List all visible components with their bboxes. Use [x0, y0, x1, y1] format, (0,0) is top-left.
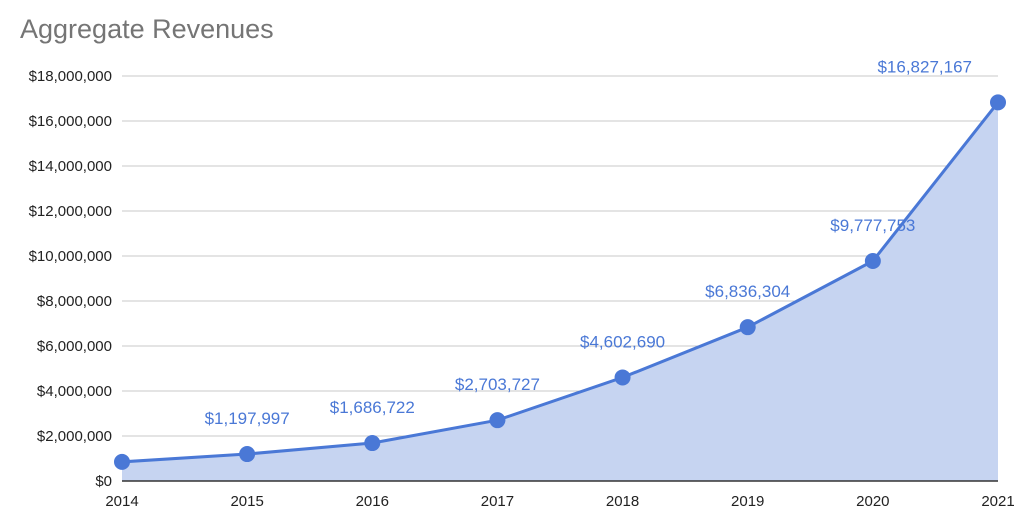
x-tick-label: 2020 — [856, 493, 889, 510]
y-tick-label: $18,000,000 — [29, 68, 112, 85]
y-tick-label: $6,000,000 — [37, 338, 112, 355]
y-tick-label: $10,000,000 — [29, 248, 112, 265]
data-point — [614, 369, 631, 386]
x-tick-label: 2015 — [230, 493, 263, 510]
data-point — [990, 94, 1006, 111]
x-tick-label: 2014 — [105, 493, 138, 510]
x-tick-label: 2021 — [981, 493, 1014, 510]
y-tick-label: $12,000,000 — [29, 203, 112, 220]
x-tick-label: 2019 — [731, 493, 764, 510]
x-tick-label: 2017 — [481, 493, 514, 510]
data-label: $2,703,727 — [455, 375, 540, 394]
data-point — [364, 435, 381, 452]
y-axis-ticks: $0 $2,000,000 $4,000,000 $6,000,000 $8,000,0… — [29, 68, 112, 490]
data-labels: $1,197,997 $1,686,722 $2,703,727 $4,602,690… — [205, 57, 972, 428]
y-tick-label: $8,000,000 — [37, 293, 112, 310]
x-tick-label: 2018 — [606, 493, 639, 510]
y-tick-label: $2,000,000 — [37, 428, 112, 445]
x-axis-ticks: 2014 2015 2016 2017 2018 2019 2020 2021 — [105, 493, 1014, 510]
y-tick-label: $0 — [95, 473, 112, 490]
data-label: $6,836,304 — [705, 282, 790, 301]
y-tick-label: $4,000,000 — [37, 383, 112, 400]
data-label: $9,777,753 — [830, 216, 915, 235]
data-label: $1,686,722 — [330, 398, 415, 417]
data-label: $1,197,997 — [205, 409, 290, 428]
gridlines — [122, 75, 998, 437]
data-point — [864, 253, 881, 270]
data-label: $16,827,167 — [877, 57, 972, 76]
y-tick-label: $16,000,000 — [29, 113, 112, 130]
data-point — [239, 446, 256, 463]
revenue-series-line — [121, 101, 1000, 464]
y-tick-label: $14,000,000 — [29, 158, 112, 175]
data-points — [114, 94, 1006, 470]
data-label: $4,602,690 — [580, 332, 665, 351]
revenue-area-fill — [122, 102, 998, 482]
data-point — [489, 412, 506, 429]
data-point — [739, 319, 756, 336]
chart-title: Aggregate Revenues — [20, 14, 274, 44]
x-tick-label: 2016 — [356, 493, 389, 510]
data-point — [114, 453, 130, 470]
